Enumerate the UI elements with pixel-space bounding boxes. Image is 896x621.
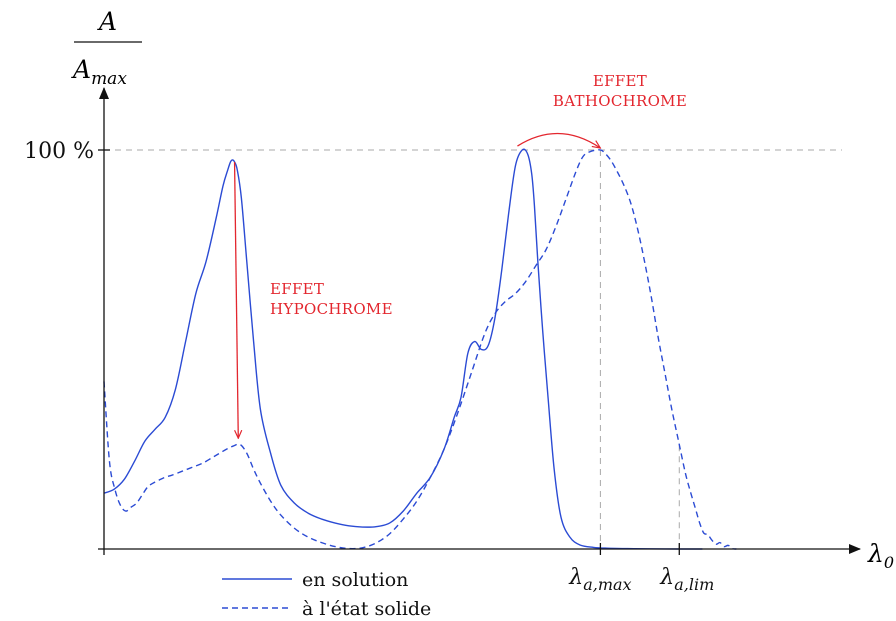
series-en-solution-line (103, 148, 703, 550)
x-axis-label-sub: 0 (884, 553, 894, 572)
hypochrome-arrow (233, 161, 239, 438)
y-tick-label-100: 100 % (24, 139, 94, 164)
annotation-bathochrome: EFFET BATHOCHROME (517, 72, 687, 148)
y-axis-label-denominator-sub: max (91, 69, 127, 89)
legend: en solution à l'état solide (222, 569, 431, 620)
legend-label-etat-solide: à l'état solide (302, 598, 431, 620)
x-tick-label-lambda-max-base: λ (568, 565, 583, 590)
guide-lines (104, 149, 842, 549)
y-axis-label-denominator: Amax (71, 55, 127, 89)
bathochrome-arrow (517, 132, 600, 149)
x-axis-label-base: λ (867, 539, 884, 568)
x-axis-label: λ0 (867, 539, 894, 572)
x-tick-label-lambda-lim-base: λ (659, 565, 674, 590)
series-etat-solide-line (103, 149, 737, 550)
annotation-hypochrome: EFFET HYPOCHROME (233, 161, 393, 438)
series-layer (103, 148, 737, 550)
x-tick-label-lambda-lim: λa,lim (659, 565, 714, 594)
legend-label-en-solution: en solution (302, 569, 408, 591)
y-axis-label: A Amax (71, 7, 142, 89)
y-axis-label-numerator: A (97, 7, 117, 36)
annotation-hypochrome-line-2: HYPOCHROME (270, 300, 393, 318)
annotation-hypochrome-line-1: EFFET (270, 280, 324, 298)
y-axis-label-denominator-base: A (71, 55, 91, 84)
x-tick-label-lambda-max: λa,max (568, 565, 631, 594)
x-tick-label-lambda-lim-sub: a,lim (674, 575, 714, 594)
x-tick-label-lambda-max-sub: a,max (583, 575, 631, 594)
annotation-bathochrome-line-1: EFFET (593, 72, 647, 90)
annotation-bathochrome-line-2: BATHOCHROME (553, 92, 687, 110)
